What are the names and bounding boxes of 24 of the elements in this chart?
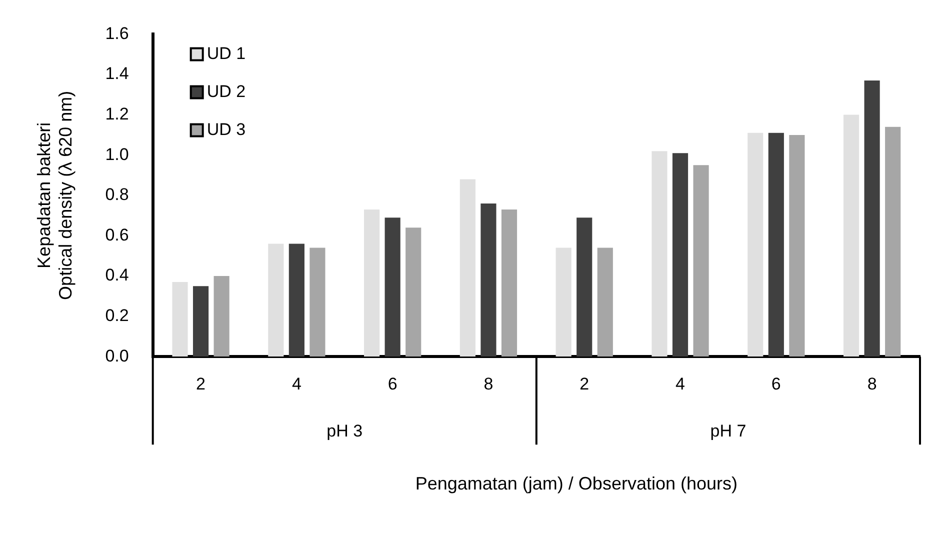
- y-tick-label: 1.6: [105, 24, 129, 43]
- legend-label: UD 1: [206, 44, 246, 63]
- text: pH 7: [710, 421, 746, 440]
- x-axis-title: Pengamatan (jam) / Observation (hours): [415, 474, 738, 494]
- x-tick-label: 6: [771, 374, 781, 394]
- x-tick-label: 4: [676, 374, 685, 394]
- y-tick-label: 1.4: [105, 64, 129, 84]
- y-tick-label: 0.2: [105, 306, 129, 325]
- legend-label: UD 2: [206, 82, 246, 101]
- x-tick-label: 8: [867, 374, 877, 394]
- y-tick-label: 0.0: [105, 346, 129, 366]
- x-tick-label: 6: [388, 374, 398, 394]
- y-tick-label: 1.0: [105, 144, 129, 164]
- y-axis-title: Kepadatan bakteri Optical density (λ 620 nm): [34, 90, 76, 300]
- text: pH 3: [326, 421, 363, 440]
- y-tick-label: 0.4: [105, 266, 129, 285]
- y-tick-label: 0.8: [105, 185, 129, 204]
- x-tick-label: 8: [484, 374, 494, 394]
- y-tick-label: 0.6: [105, 225, 129, 244]
- legend-label: UD 3: [206, 120, 246, 139]
- y-tick-label: 1.2: [105, 104, 129, 124]
- x-tick-label: 4: [292, 374, 302, 394]
- x-tick-label: 2: [580, 374, 590, 394]
- x-tick-label: 2: [196, 374, 206, 394]
